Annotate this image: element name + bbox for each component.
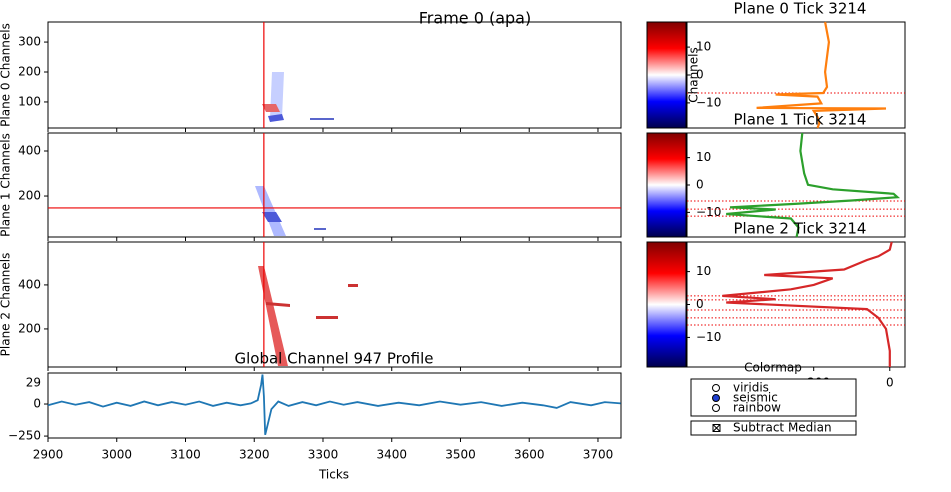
plane-trace	[726, 132, 901, 238]
plane-profile-title: Plane 2 Tick 3214	[734, 220, 867, 238]
y-tick-label: 200	[18, 321, 41, 335]
x-axis-label: Ticks	[318, 468, 349, 482]
profile-title: Global Channel 947 Profile	[234, 350, 433, 368]
x-tick-label: 3100	[170, 448, 201, 462]
right-y-axis-label: Channels	[687, 47, 701, 103]
plane-trace	[756, 21, 887, 129]
heatmap-feature	[262, 212, 282, 222]
check-mark	[712, 424, 721, 432]
radio-button[interactable]	[712, 404, 720, 412]
x-tick-label: 3000	[101, 448, 132, 462]
colorbar-tick-label: 0	[696, 297, 704, 311]
heatmap-axes	[47, 241, 622, 368]
x-tick-label: 3600	[514, 448, 545, 462]
plane-profile-title: Plane 0 Tick 3214	[734, 0, 867, 18]
x-tick-label: 3200	[239, 448, 270, 462]
x-tick-label: 3500	[445, 448, 476, 462]
colorbar-tick-label: 0	[696, 178, 704, 192]
check-box-frame	[690, 420, 857, 436]
heatmap-feature	[310, 118, 334, 120]
plane-profile-title: Plane 1 Tick 3214	[734, 111, 867, 129]
heatmap-feature	[266, 302, 290, 307]
y-tick-label: −250	[8, 429, 41, 443]
heatmap-axes	[47, 21, 622, 129]
colorbar-tick-label: 10	[696, 264, 711, 278]
heatmap-feature	[262, 104, 280, 112]
x-tick-label: 3400	[376, 448, 407, 462]
colorbar-tick-label: −10	[696, 205, 721, 219]
heatmap-feature	[314, 228, 326, 230]
heatmap-feature	[316, 316, 338, 319]
y-tick-label: 300	[18, 35, 41, 49]
y-axis-label: Plane 0 Channels	[0, 23, 13, 127]
profile-line	[47, 374, 621, 436]
y-tick-label: 0	[33, 397, 41, 411]
clipped-tick-label: 29	[26, 376, 41, 390]
figure-title: Frame 0 (apa)	[419, 9, 531, 28]
colorbar-tick-label: 10	[696, 40, 711, 54]
colorbar-tick-label: 10	[696, 150, 711, 164]
radio-label[interactable]: viridis	[733, 381, 769, 395]
colorbar-tick-label: 0	[696, 68, 704, 82]
radio-title: Colormap	[744, 361, 802, 375]
radio-label[interactable]: rainbow	[733, 401, 781, 415]
radio-button[interactable]	[712, 384, 720, 392]
x-tick-label: 3700	[583, 448, 614, 462]
plane-profile-axes	[686, 21, 906, 129]
radio-button[interactable]	[712, 394, 720, 402]
plane-trace	[722, 241, 893, 367]
y-tick-label: 400	[18, 144, 41, 158]
colorbar	[646, 241, 687, 368]
y-tick-label: 400	[18, 277, 41, 291]
y-tick-label: 200	[18, 65, 41, 79]
colorbar-tick-label: −10	[696, 330, 721, 344]
y-axis-label: Plane 1 Channels	[0, 133, 13, 237]
x-tick-label: 0	[886, 376, 894, 390]
heatmap-feature	[348, 284, 358, 287]
heatmap-axes	[47, 132, 622, 238]
colorbar-tick-label: −10	[696, 95, 721, 109]
heatmap-feature	[268, 114, 284, 122]
x-tick-label: 3300	[308, 448, 339, 462]
heatmap-feature	[258, 266, 288, 366]
y-axis-label: Plane 2 Channels	[0, 253, 13, 357]
plane-profile-axes	[686, 241, 906, 368]
heatmap-feature	[255, 186, 286, 236]
colorbar	[646, 132, 687, 238]
profile-axes	[47, 372, 622, 439]
check-label[interactable]: Subtract Median	[733, 421, 832, 435]
plane-profile-axes	[686, 132, 906, 238]
colorbar	[646, 21, 687, 129]
heatmap-features	[255, 72, 358, 366]
radio-label[interactable]: seismic	[733, 391, 778, 405]
y-tick-label: 200	[18, 189, 41, 203]
x-tick-label: 2900	[33, 448, 64, 462]
y-tick-label: 100	[18, 94, 41, 108]
